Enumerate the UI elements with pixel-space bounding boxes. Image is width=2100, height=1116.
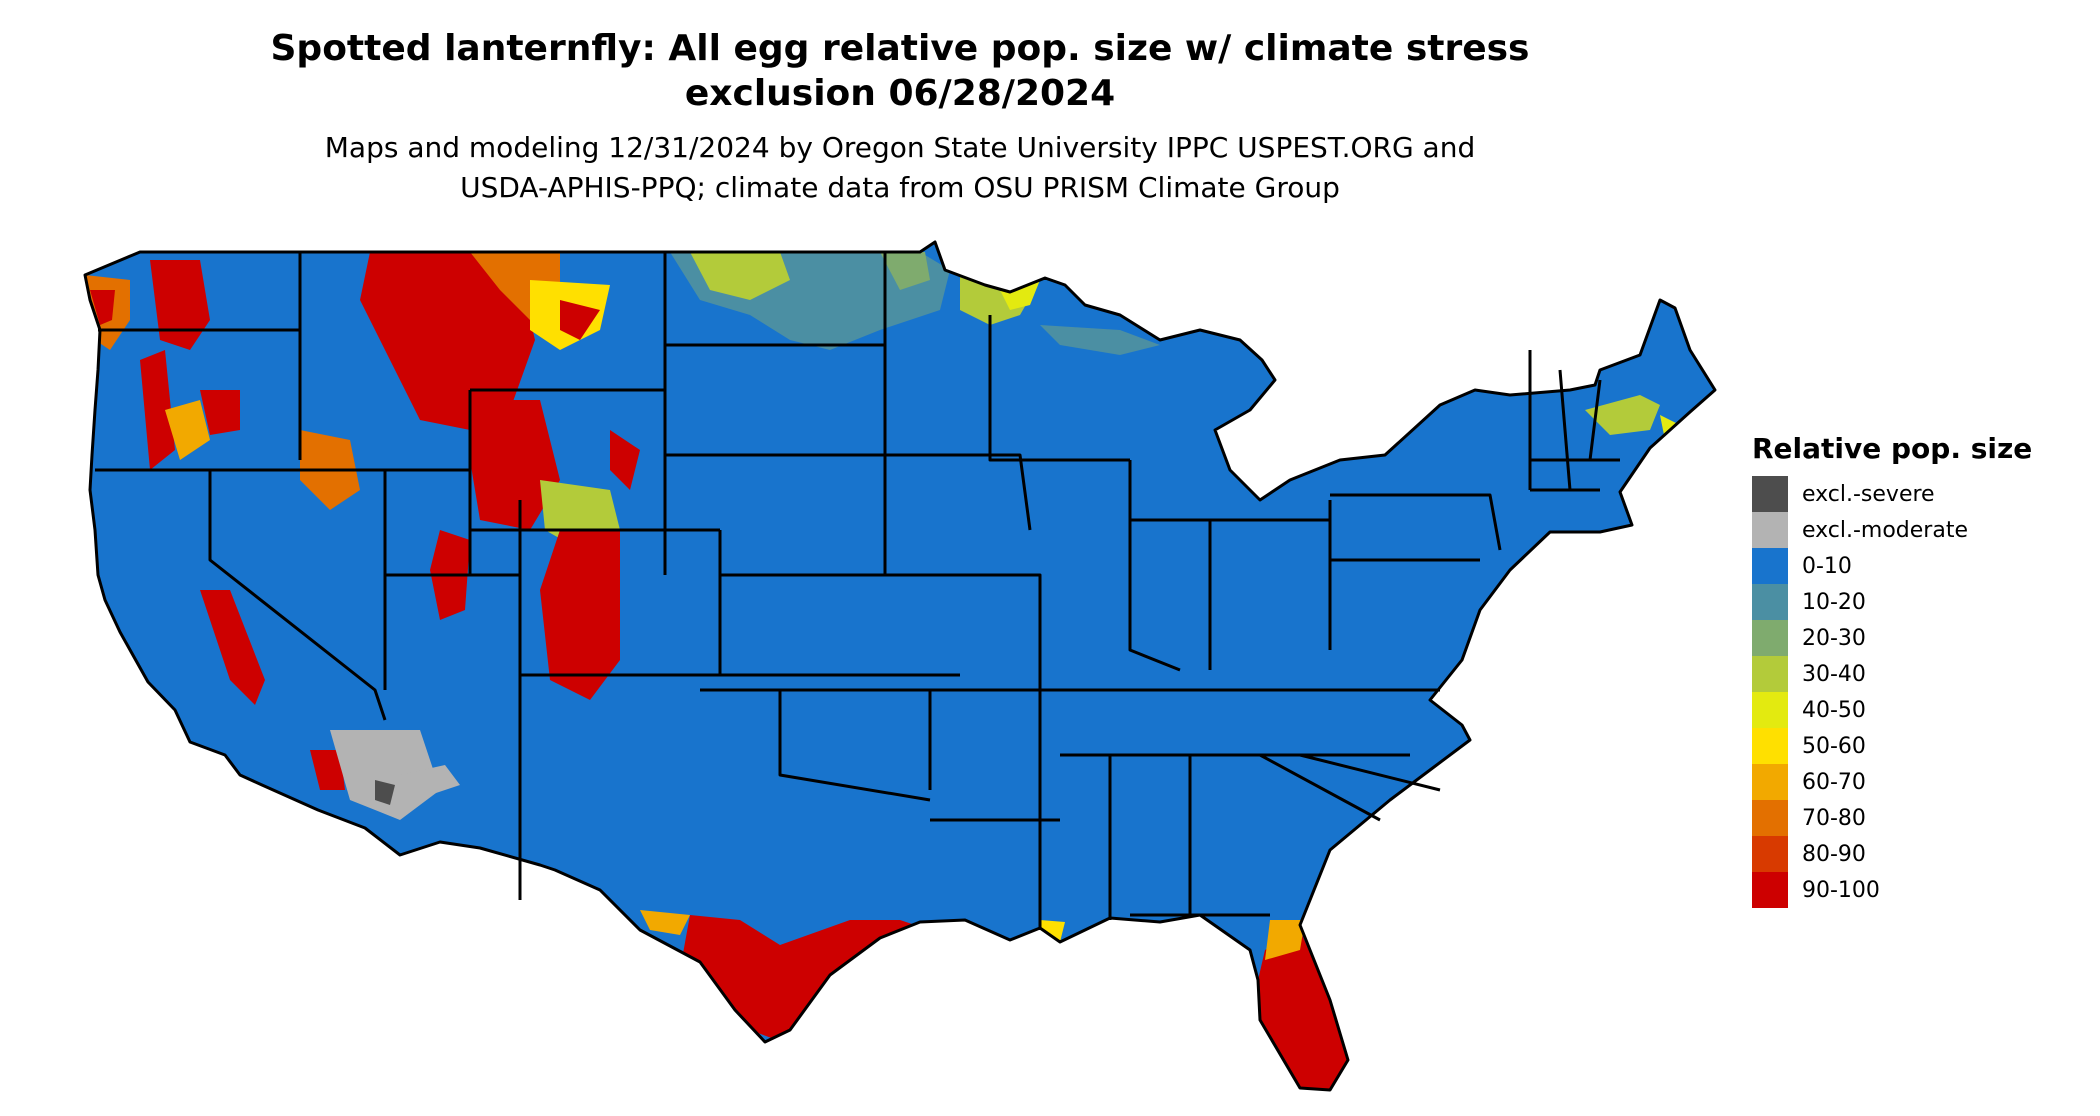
legend-swatch [1752,548,1788,584]
legend-swatch [1752,872,1788,908]
zone-90-100-wyoming-west [470,400,560,530]
zone-excl-severe-desert [375,780,395,805]
state-borders [83,240,1717,1092]
legend-item: 30-40 [1752,656,2092,692]
border-wi [988,315,1130,462]
zone-10-20-upper-peninsula [1040,325,1160,355]
zone-90-100-socal-mtns [310,750,345,790]
zone-90-100-oregon-blue-mtns [200,390,240,435]
legend-item: 90-100 [1752,872,2092,908]
zone-90-100-montana-idaho [360,252,535,430]
legend: Relative pop. size excl.-severe excl.-mod… [1752,432,2092,908]
zone-60-70-texas-coast [640,910,690,935]
border-ca-nv [208,470,387,721]
border-tx-panhandle [778,690,931,802]
border-nh-vt [1558,369,1572,491]
legend-swatch [1752,836,1788,872]
legend-swatch [1752,800,1788,836]
legend-swatch [1752,728,1788,764]
legend-label: 10-20 [1802,589,1866,615]
legend-item: 40-50 [1752,692,2092,728]
legend-swatch [1752,692,1788,728]
border-il-in [1128,460,1181,672]
zone-90-100-sierra-nevada [200,590,265,705]
map-title: Spotted lanternfly: All egg relative pop… [0,26,1800,116]
legend-title: Relative pop. size [1752,432,2033,465]
border-ia-north [885,453,1032,531]
legend-label: 0-10 [1802,553,1852,579]
legend-label: 70-80 [1802,805,1866,831]
legend-item: excl.-moderate [1752,512,2092,548]
map-title-line-1: Spotted lanternfly: All egg relative pop… [270,28,1530,69]
legend-label: 30-40 [1802,661,1866,687]
legend-item: 0-10 [1752,548,2092,584]
zone-30-40-maine [1585,395,1660,435]
zone-90-100-olympic-core [90,290,115,325]
legend-item: excl.-severe [1752,476,2092,512]
legend-label: 20-30 [1802,625,1866,651]
legend-item: 10-20 [1752,584,2092,620]
zone-excl-moderate-desert [330,730,440,820]
legend-item: 80-90 [1752,836,2092,872]
border-me-nh [1588,379,1602,461]
legend-label: 60-70 [1802,769,1866,795]
map-subtitle-line-1: Maps and modeling 12/31/2024 by Oregon S… [324,131,1476,164]
legend-item: 50-60 [1752,728,2092,764]
zone-20-30-north-dakota-east [880,252,930,290]
border-ga-sc [1259,753,1381,822]
zone-90-100-little-belt [560,300,600,340]
legend-swatch [1752,764,1788,800]
legend-swatch [1752,656,1788,692]
zone-excl-moderate-arizona [400,765,460,795]
map-subtitle: Maps and modeling 12/31/2024 by Oregon S… [0,128,1800,208]
border-pa-ny [1330,493,1502,551]
zone-90-100-bighorns [610,430,640,490]
border-nc-sc [1299,753,1441,792]
map-subtitle-line-2: USDA-APHIS-PPQ; climate data from OSU PR… [460,171,1340,204]
legend-swatch [1752,584,1788,620]
legend-swatch [1752,512,1788,548]
zone-90-100-cascades-or [140,350,175,470]
us-map [83,240,1717,1092]
zone-60-70-florida-north [1265,920,1305,960]
legend-label: 50-60 [1802,733,1866,759]
map-title-line-2: exclusion 06/28/2024 [684,73,1116,114]
legend-label: 80-90 [1802,841,1866,867]
zone-60-70-oregon-central [165,400,210,460]
zone-90-100-florida [1258,930,1348,1090]
legend-label: excl.-severe [1802,481,1935,507]
legend-label: 40-50 [1802,697,1866,723]
legend-item: 70-80 [1752,800,2092,836]
legend-items: excl.-severe excl.-moderate 0-10 10-20 20-30… [1752,476,2092,908]
zone-90-100-colorado-rockies [540,530,620,700]
legend-swatch [1752,620,1788,656]
legend-item: 60-70 [1752,764,2092,800]
legend-label: excl.-moderate [1802,517,1968,543]
zone-90-100-cascades-wa [150,260,210,350]
relative-pop-size-raster [85,242,1715,1090]
zone-30-40-north-dakota [690,252,790,300]
legend-swatch [1752,476,1788,512]
legend-item: 20-30 [1752,620,2092,656]
legend-label: 90-100 [1802,877,1880,903]
border-mo-east [930,573,1042,930]
